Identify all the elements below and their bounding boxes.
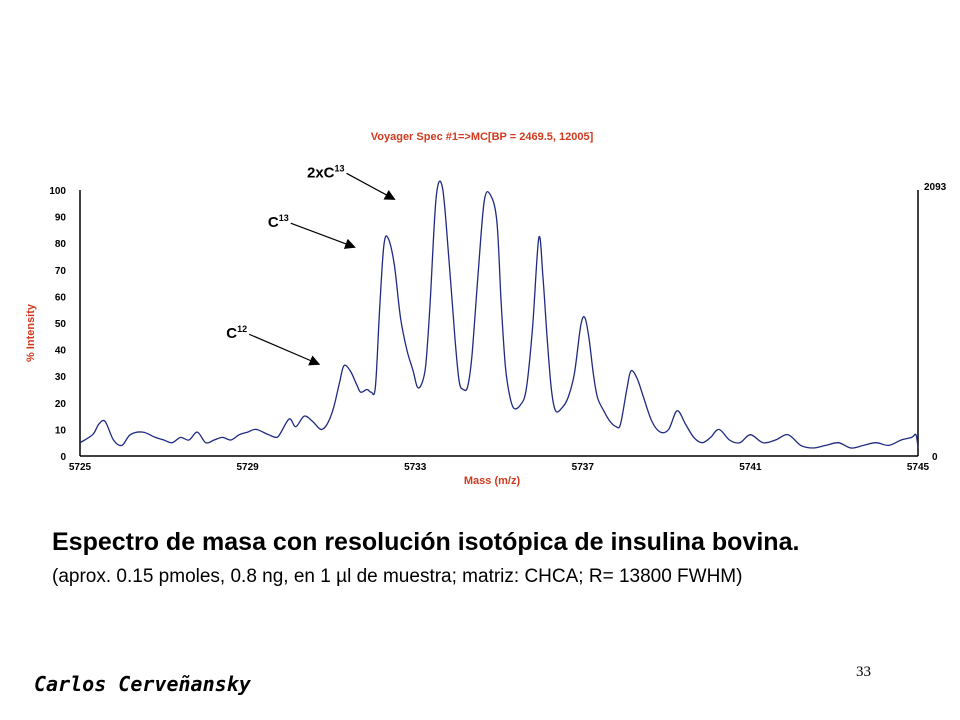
x-tick-label: 5737 bbox=[572, 462, 595, 473]
y-tick-label: 70 bbox=[55, 266, 67, 277]
right-axis-bottom-label: 0 bbox=[932, 452, 938, 463]
y-tick-label: 20 bbox=[55, 399, 67, 410]
y-axis-label: % Intensity bbox=[25, 303, 37, 362]
peak-annotation: C13 bbox=[268, 213, 356, 249]
peak-annotation-base: C bbox=[226, 325, 237, 342]
caption-title: Espectro de masa con resolución isotópic… bbox=[52, 528, 800, 556]
y-tick-label: 60 bbox=[55, 292, 67, 303]
right-axis: 2093 0 bbox=[917, 182, 947, 463]
x-tick-label: 5745 bbox=[907, 462, 930, 473]
peak-annotation-arrow bbox=[346, 172, 396, 200]
peak-annotation-arrow bbox=[290, 222, 356, 249]
y-tick-label: 10 bbox=[55, 425, 67, 436]
page-number: 33 bbox=[856, 664, 871, 680]
x-tick-label: 5741 bbox=[739, 462, 762, 473]
peak-annotation-label: 2xC13 bbox=[307, 163, 345, 181]
x-tick-labels: 5725 5729 5733 5737 5741 5745 bbox=[69, 462, 930, 473]
caption-subtitle: (aprox. 0.15 pmoles, 0.8 ng, en 1 µl de … bbox=[52, 566, 743, 587]
y-tick-label: 50 bbox=[55, 319, 67, 330]
chart-title: Voyager Spec #1=>MC[BP = 2469.5, 12005] bbox=[371, 131, 594, 143]
y-axis: 0 10 20 30 40 50 60 70 80 90 100 % Intensity bbox=[25, 186, 81, 463]
y-tick-label: 30 bbox=[55, 372, 67, 383]
peak-annotation-superscript: 13 bbox=[279, 213, 289, 223]
y-tick-label: 100 bbox=[49, 186, 66, 197]
author-name: Carlos Cerveñansky bbox=[34, 672, 251, 696]
peak-annotation-base: C bbox=[268, 214, 279, 231]
x-tick-label: 5733 bbox=[404, 462, 427, 473]
peak-annotation-label: C13 bbox=[268, 213, 289, 231]
y-tick-labels: 0 10 20 30 40 50 60 70 80 90 100 bbox=[49, 186, 66, 463]
x-tick-label: 5729 bbox=[236, 462, 259, 473]
peak-annotation-arrow bbox=[248, 333, 321, 366]
y-tick-label: 0 bbox=[60, 452, 66, 463]
x-tick-label: 5725 bbox=[69, 462, 92, 473]
peak-annotation-label: C12 bbox=[226, 324, 247, 342]
peak-annotation-superscript: 12 bbox=[237, 324, 247, 334]
peak-annotation: C12 bbox=[226, 324, 321, 366]
y-tick-label: 40 bbox=[55, 346, 67, 357]
peak-annotation: 2xC13 bbox=[307, 163, 396, 200]
x-axis-label: Mass (m/z) bbox=[464, 475, 521, 487]
peak-annotation-superscript: 13 bbox=[335, 163, 345, 173]
spectrum-series-line bbox=[79, 180, 919, 449]
x-axis: 5725 5729 5733 5737 5741 5745 Mass (m/z) bbox=[69, 455, 930, 487]
peak-annotation-base: 2xC bbox=[307, 164, 335, 181]
y-tick-label: 90 bbox=[55, 213, 67, 224]
right-axis-top-label: 2093 bbox=[924, 182, 947, 193]
y-tick-label: 80 bbox=[55, 239, 67, 250]
mass-spectrum-chart: Voyager Spec #1=>MC[BP = 2469.5, 12005] … bbox=[25, 131, 947, 487]
